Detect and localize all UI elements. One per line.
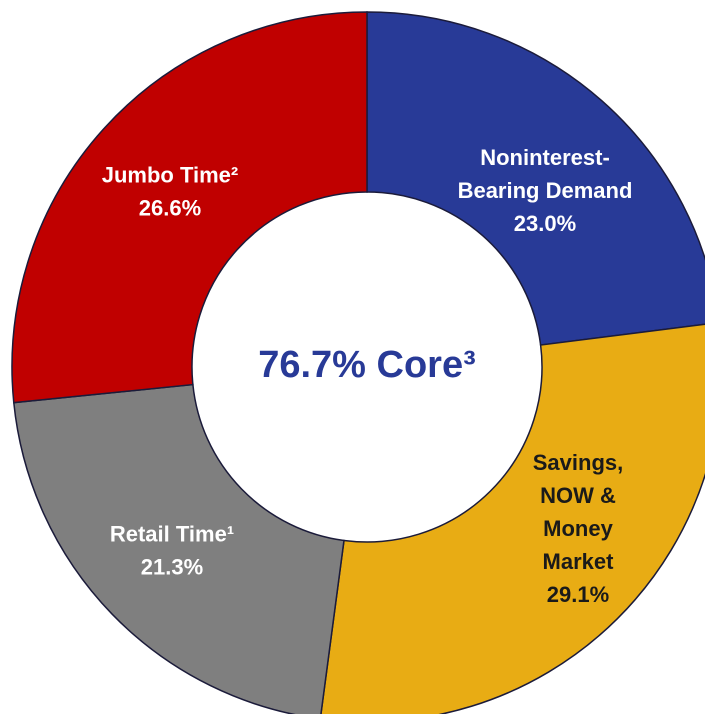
slice-label: Retail Time¹ xyxy=(110,521,234,546)
slice xyxy=(366,11,705,346)
slice-label: Noninterest- xyxy=(480,145,610,170)
slice xyxy=(320,323,705,714)
slice-label: NOW & xyxy=(540,483,616,508)
slice-label: Money xyxy=(543,516,613,541)
slice-label: Market xyxy=(543,549,615,574)
slice-label: Jumbo Time² xyxy=(102,162,239,187)
value-label: 23.0% xyxy=(514,211,576,236)
value-label: 21.3% xyxy=(141,554,203,579)
labels: Noninterest- Bearing Demand 23.0% Savings, N… xyxy=(102,145,633,607)
slice-label: Savings, xyxy=(533,450,623,475)
slice xyxy=(11,11,368,404)
value-label: 26.6% xyxy=(139,195,201,220)
center-text: 76.7% Core³ xyxy=(258,344,476,386)
slice-label: Bearing Demand xyxy=(458,178,633,203)
slice xyxy=(12,383,345,714)
slices xyxy=(11,11,705,714)
value-label: 29.1% xyxy=(547,582,609,607)
